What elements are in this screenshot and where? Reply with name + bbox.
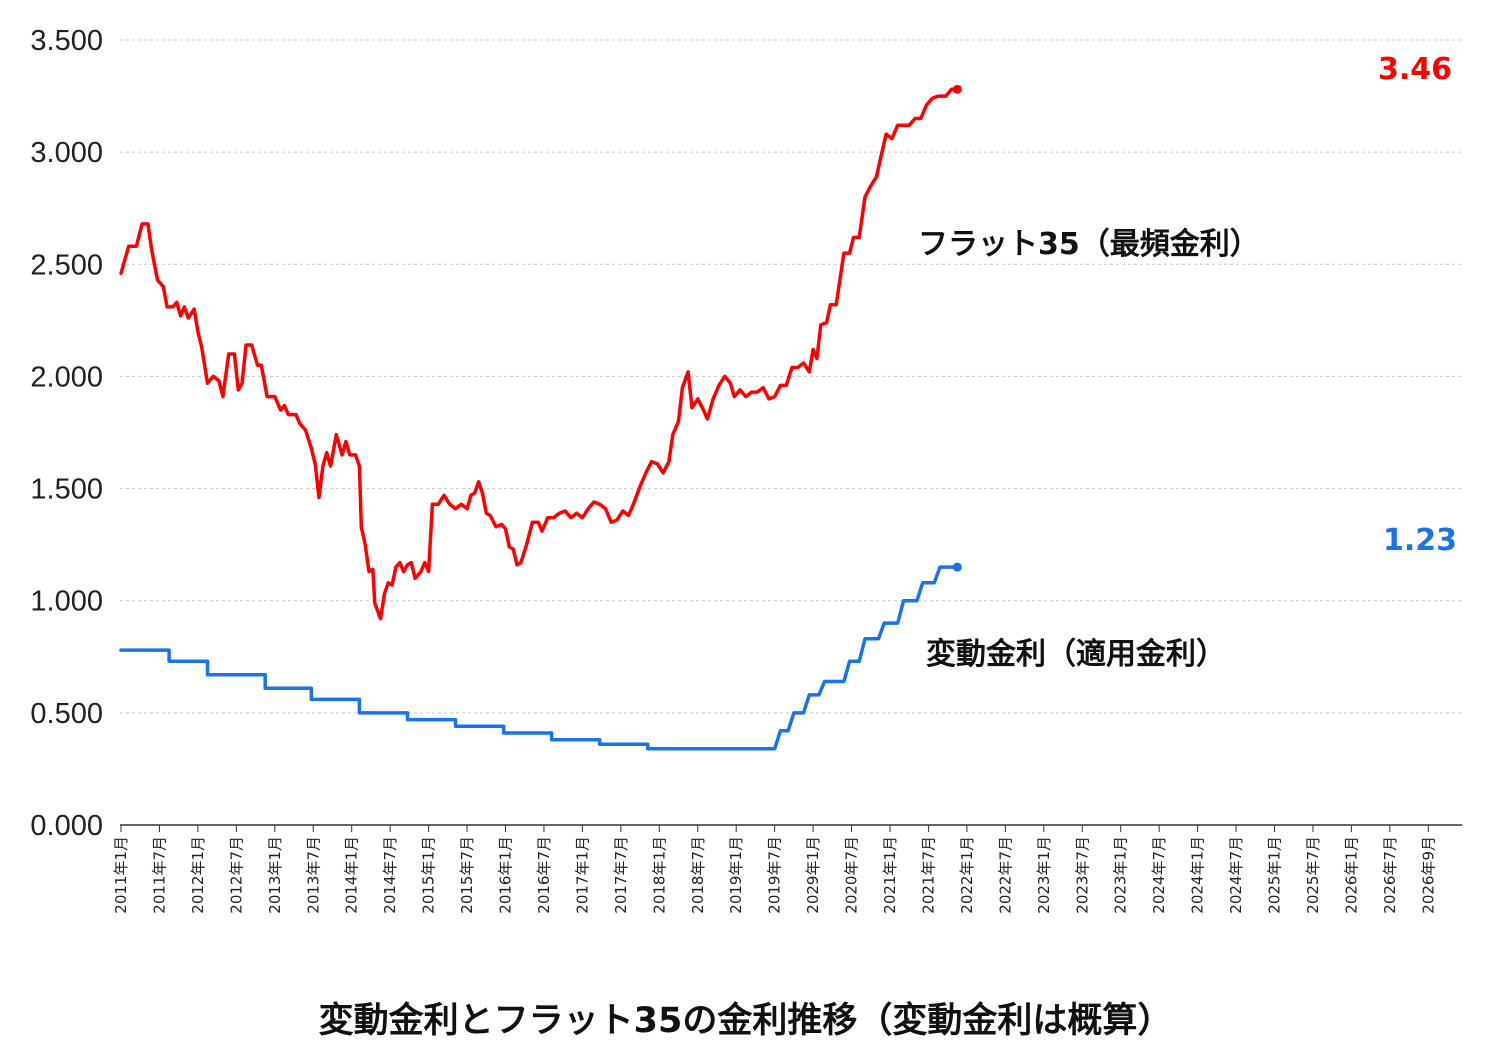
x-tick-label: 2021年1月 [881, 836, 899, 914]
x-tick-label: 2013年7月 [304, 836, 322, 914]
x-tick-label: 2024年1月 [1189, 836, 1207, 914]
x-tick-label: 2012年1月 [189, 836, 207, 914]
x-tick-label: 2019年1月 [727, 836, 745, 914]
y-tick-label: 3.000 [30, 137, 103, 169]
interest-rate-chart: 0.000 0.500 1.000 1.500 2.000 2.500 3.000 3.500… [30, 25, 1462, 914]
chart-title: 変動金利とフラット35の金利推移（変動金利は概算） [318, 1001, 1173, 1041]
x-tick-label: 2011年1月 [112, 836, 130, 914]
x-tick-label: 2023年7月 [1073, 836, 1091, 914]
x-tick-label: 2014年7月 [381, 836, 399, 914]
x-tick-label: 2018年1月 [650, 836, 668, 914]
x-tick-label: 2012年7月 [227, 836, 245, 914]
x-tick-label: 2022年7月 [996, 836, 1014, 914]
x-tick-label: 2025年7月 [1304, 836, 1322, 914]
x-tick-label: 2015年1月 [420, 836, 438, 914]
x-tick-label: 2015年7月 [458, 836, 476, 914]
y-tick-label: 3.500 [30, 25, 103, 57]
series-label-variable: 変動金利（適用金利） [926, 637, 1226, 672]
end-point-flat35 [952, 84, 962, 94]
x-tick-label: 2013年1月 [266, 836, 284, 914]
x-axis: 2011年1月 2011年7月 2012年1月 2012年7月 2013年1月 2013年… [112, 825, 1437, 914]
series-label-flat35: フラット35（最頻金利） [918, 227, 1260, 262]
x-tick-label: 2016年1月 [497, 836, 515, 914]
x-tick-label: 2016年7月 [535, 836, 553, 914]
x-tick-label: 2024年7月 [1150, 836, 1168, 914]
x-tick-label: 2017年1月 [573, 836, 591, 914]
x-tick-label: 2017年7月 [612, 836, 630, 914]
x-tick-label: 2014年1月 [343, 836, 361, 914]
end-label-flat35: 3.46 [1378, 52, 1452, 87]
series-lines [119, 84, 962, 751]
x-tick-label: 2019年7月 [766, 836, 784, 914]
x-tick-label: 2026年1月 [1342, 836, 1360, 914]
series-line-variable [119, 565, 960, 751]
x-tick-label: 2022年1月 [958, 836, 976, 914]
x-tick-label: 2021年7月 [919, 836, 937, 914]
end-label-variable: 1.23 [1383, 523, 1457, 558]
y-tick-label: 2.500 [30, 249, 103, 281]
y-tick-label: 2.000 [30, 361, 103, 393]
x-tick-label: 2026年7月 [1381, 836, 1399, 914]
y-tick-label: 0.000 [30, 810, 103, 842]
x-tick-label: 2025年1月 [1266, 836, 1284, 914]
x-tick-label: 2029年1月 [804, 836, 822, 914]
x-tick-label: 2026年9月 [1419, 836, 1437, 914]
x-tick-label: 2011年7月 [150, 836, 168, 914]
x-tick-label: 2023年1月 [1035, 836, 1053, 914]
y-tick-label: 1.000 [30, 586, 103, 618]
y-axis: 0.000 0.500 1.000 1.500 2.000 2.500 3.000 3.500 [30, 25, 103, 842]
x-tick-label: 2023年1月 [1112, 836, 1130, 914]
y-tick-label: 1.500 [30, 474, 103, 506]
grid-lines [120, 39, 1462, 714]
end-point-variable [952, 562, 962, 572]
y-tick-label: 0.500 [30, 698, 103, 730]
x-tick-label: 2020年7月 [843, 836, 861, 914]
x-tick-label: 2018年7月 [689, 836, 707, 914]
series-line-flat35 [119, 87, 960, 621]
x-tick-label: 2024年7月 [1227, 836, 1245, 914]
